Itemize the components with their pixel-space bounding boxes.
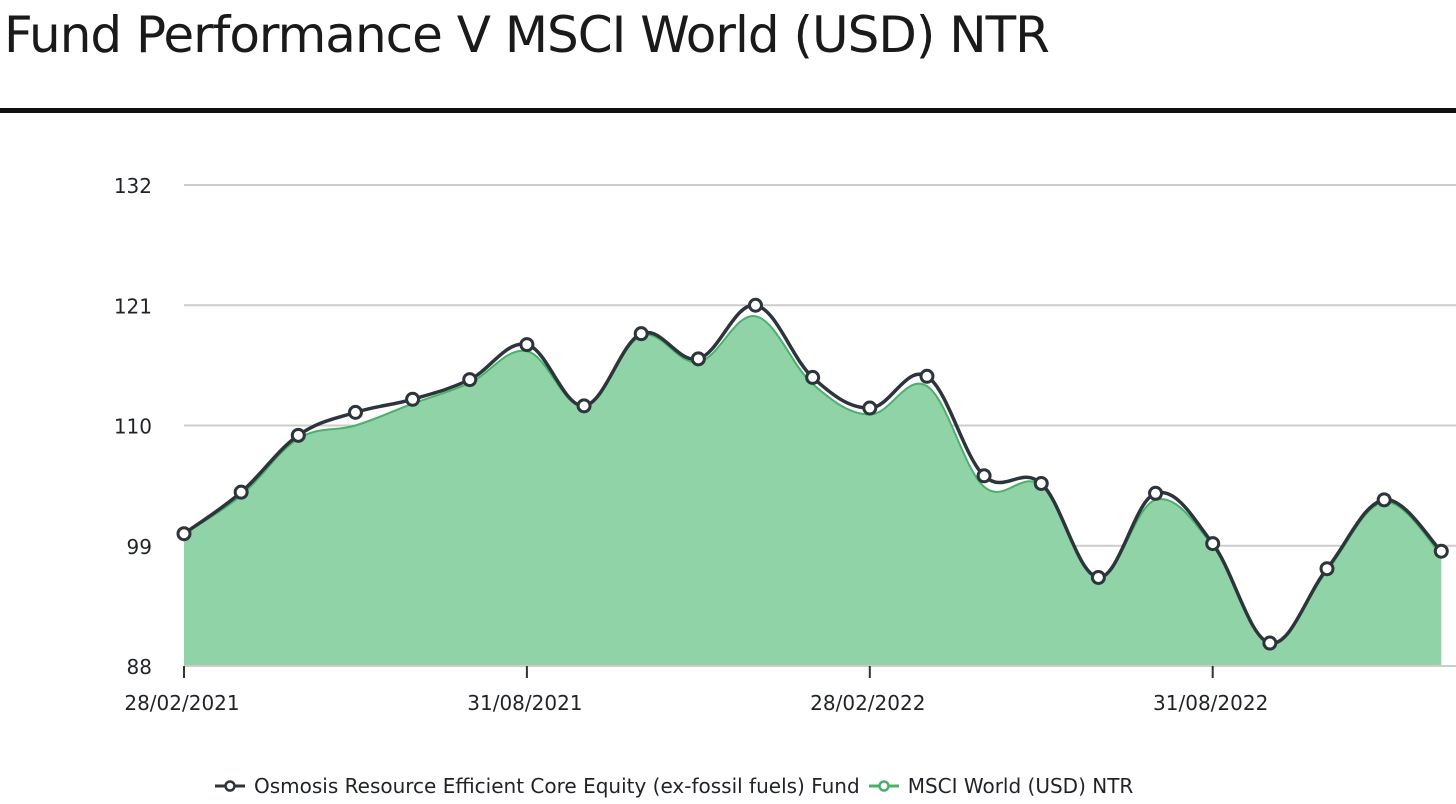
fund-point-21 (1376, 492, 1392, 508)
legend-item-index[interactable]: MSCI World (USD) NTR (868, 774, 1134, 798)
fund-point-15 (1033, 475, 1049, 491)
x-tick-label-28/02/2021: 28/02/2021 (124, 691, 239, 715)
fund-point-2 (290, 427, 306, 443)
x-tick-label-31/08/2022: 31/08/2022 (1153, 691, 1268, 715)
fund-point-14 (976, 468, 992, 484)
fund-point-17 (1148, 485, 1164, 501)
index-area-layer (183, 315, 1443, 666)
y-tick-label-132: 132 (114, 174, 152, 198)
fund-point-10 (748, 297, 763, 313)
fund-point-8 (633, 326, 649, 342)
y-tick-label-88: 88 (127, 655, 152, 679)
y-tick-label-110: 110 (114, 415, 152, 439)
fund-point-18 (1205, 536, 1221, 552)
fund-point-9 (690, 351, 706, 367)
title-divider (0, 108, 1456, 113)
legend-index-symbol-icon (868, 780, 899, 792)
axes: 88 99 110 121 132 28/02/2021 31/08/2021 28/02/2… (114, 174, 1456, 715)
fund-markers (176, 297, 1449, 651)
fund-point-12 (862, 400, 878, 416)
fund-point-3 (347, 404, 363, 420)
fund-point-20 (1319, 561, 1335, 577)
x-tick-label-31/08/2021: 31/08/2021 (467, 691, 582, 715)
fund-point-1 (233, 484, 249, 500)
legend-index-label: MSCI World (USD) NTR (907, 774, 1134, 798)
fund-point-0 (176, 526, 192, 542)
legend-item-fund[interactable]: Osmosis Resource Efficient Core Equity (… (214, 774, 860, 798)
chart-title: Fund Performance V MSCI World (USD) NTR (4, 6, 1050, 64)
legend-fund-symbol-icon (215, 780, 245, 792)
fund-point-13 (919, 368, 935, 384)
x-tick-label-28/02/2022: 28/02/2022 (810, 691, 925, 715)
fund-point-4 (405, 391, 421, 407)
fund-point-7 (576, 398, 592, 414)
index-area (184, 315, 1442, 666)
y-tick-label-121: 121 (114, 294, 152, 318)
fund-point-5 (462, 372, 478, 388)
fund-point-19 (1262, 635, 1278, 651)
fund-point-11 (805, 369, 821, 385)
y-tick-label-99: 99 (127, 535, 152, 559)
legend: Osmosis Resource Efficient Core Equity (… (214, 770, 1141, 802)
fund-point-6 (519, 337, 535, 353)
fund-point-16 (1090, 569, 1106, 585)
fund-point-22 (1433, 543, 1449, 559)
legend-fund-label: Osmosis Resource Efficient Core Equity (… (254, 774, 860, 798)
